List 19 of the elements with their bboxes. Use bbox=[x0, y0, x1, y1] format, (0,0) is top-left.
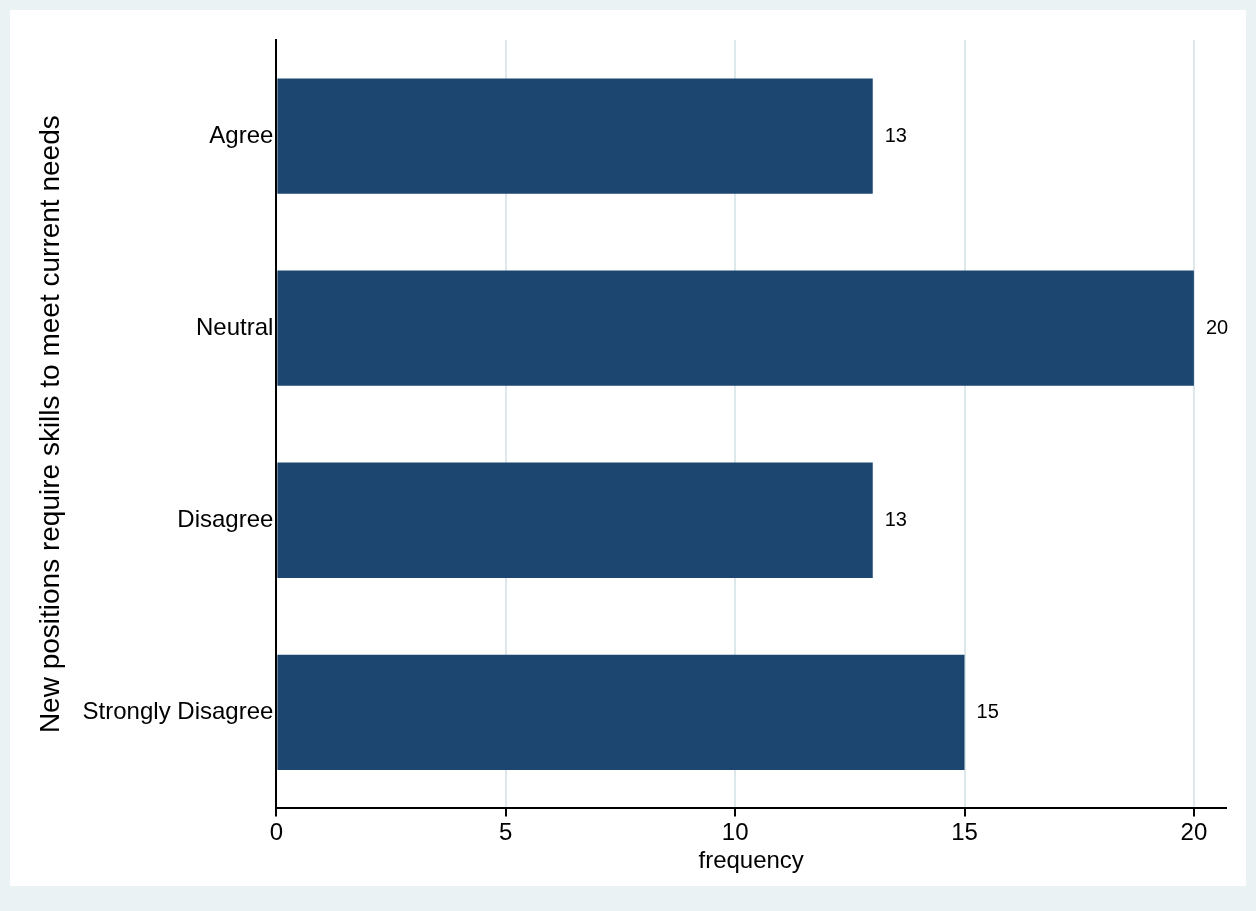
y-axis-title: New positions require skills to meet current needs bbox=[33, 115, 65, 734]
bar bbox=[277, 270, 1194, 386]
x-tick-label: 0 bbox=[269, 818, 284, 846]
x-tick-label: 10 bbox=[721, 818, 749, 846]
x-axis-title: frequency bbox=[698, 846, 804, 874]
data-label: 13 bbox=[884, 123, 907, 146]
y-tick-label: Disagree bbox=[177, 504, 274, 532]
data-label: 20 bbox=[1205, 315, 1229, 338]
bar bbox=[277, 462, 873, 578]
x-tick-label: 20 bbox=[1180, 818, 1208, 846]
data-label: 13 bbox=[884, 507, 907, 530]
y-tick-label: Agree bbox=[209, 120, 274, 148]
y-tick-label: Strongly Disagree bbox=[82, 696, 274, 724]
data-label: 15 bbox=[976, 699, 999, 722]
bar bbox=[277, 654, 965, 770]
y-tick-label: Neutral bbox=[195, 312, 274, 340]
x-tick-label: 15 bbox=[951, 818, 978, 846]
bar bbox=[277, 78, 873, 194]
x-tick-label: 5 bbox=[499, 818, 513, 846]
